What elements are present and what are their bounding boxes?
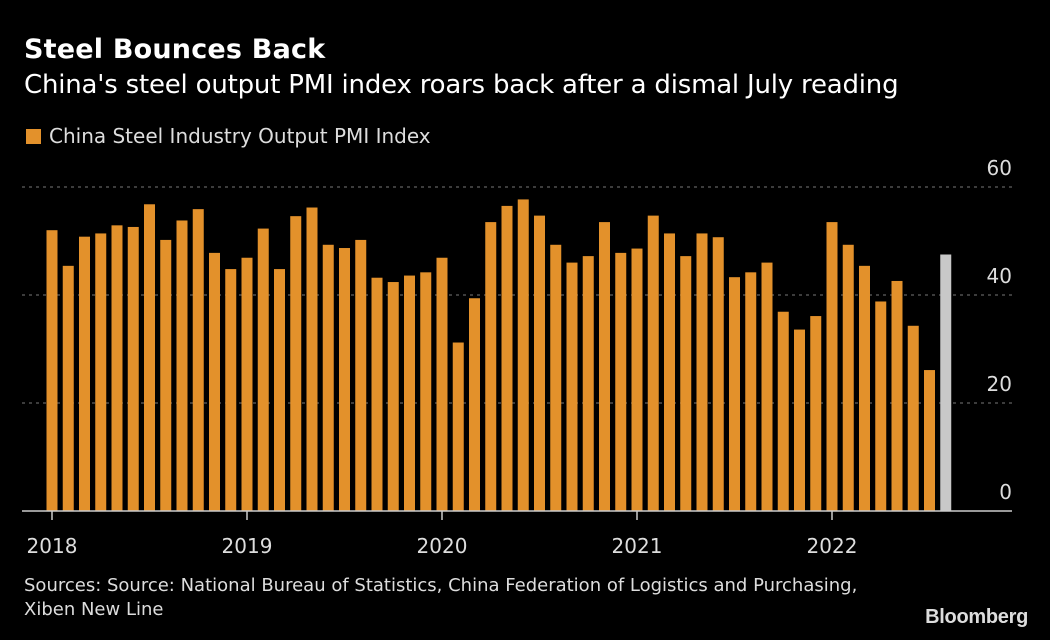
y-tick-label: 0: [999, 480, 1012, 504]
bar-2018-01: [46, 230, 58, 511]
bar-2022-07: [924, 370, 935, 511]
bar-2019-03: [274, 269, 285, 511]
bar-2022-08: [940, 254, 952, 511]
bar-2018-09: [176, 220, 188, 512]
bar-2022-01: [826, 222, 838, 511]
bloomberg-logo: Bloomberg: [925, 606, 1028, 628]
bar-2019-11: [404, 275, 415, 511]
bar-2020-01: [436, 257, 448, 511]
bar-2021-02: [647, 215, 659, 511]
bar-2021-08: [745, 272, 757, 511]
chart-title: Steel Bounces Back: [24, 34, 326, 65]
bar-2019-06: [322, 244, 334, 511]
bar-2022-04: [875, 301, 887, 511]
bar-2022-05: [891, 280, 903, 511]
bar-2020-11: [599, 222, 610, 511]
bar-2022-02: [842, 244, 854, 511]
bar-2020-02: [452, 342, 464, 511]
bar-2020-09: [566, 262, 578, 511]
bar-2018-10: [192, 209, 204, 511]
bar-2020-07: [534, 215, 545, 511]
x-tick-label: 2020: [417, 534, 468, 558]
bar-2018-06: [127, 226, 139, 511]
bar-2018-07: [144, 204, 155, 511]
bar-2021-05: [696, 233, 708, 511]
x-axis: 2018 2019 2020 2021 2022: [22, 510, 1012, 558]
bar-2018-05: [111, 225, 123, 511]
bar-2019-02: [257, 228, 269, 511]
bar-2021-10: [777, 311, 789, 511]
x-tick-label: 2021: [612, 534, 663, 558]
bar-2019-04: [290, 216, 302, 511]
x-tick-label: 2018: [27, 534, 78, 558]
source-note: Sources: Source: National Bureau of Stat…: [24, 575, 858, 620]
bar-2018-04: [95, 233, 107, 511]
bar-2019-01: [241, 257, 253, 511]
bar-2019-08: [355, 239, 367, 512]
legend-swatch: [26, 128, 41, 144]
bar-2019-09: [371, 277, 383, 511]
bar-2021-12: [810, 316, 822, 511]
bar-2018-08: [160, 239, 172, 512]
bar-2021-03: [664, 233, 675, 511]
bar-2019-12: [420, 272, 432, 511]
bar-2020-05: [501, 205, 513, 511]
bar-2020-03: [469, 298, 480, 511]
bar-2020-12: [615, 252, 627, 511]
bar-2018-03: [79, 236, 90, 511]
bar-2022-03: [859, 265, 870, 511]
bar-2021-09: [761, 262, 773, 511]
bar-2020-08: [550, 244, 562, 511]
y-tick-label: 40: [987, 264, 1012, 288]
bar-2018-02: [62, 265, 74, 511]
bar-2020-06: [517, 199, 529, 512]
bar-2019-07: [339, 248, 350, 511]
bar-2022-06: [907, 325, 919, 511]
bar-2021-06: [712, 237, 724, 511]
bar-2019-05: [306, 207, 318, 511]
bar-2021-11: [794, 329, 805, 511]
x-tick-label: 2019: [222, 534, 273, 558]
bar-2018-12: [225, 269, 237, 511]
bar-2020-10: [582, 256, 594, 511]
bar-2020-04: [485, 222, 497, 511]
chart-subtitle: China's steel output PMI index roars bac…: [24, 70, 899, 100]
bar-2018-11: [209, 252, 220, 511]
y-axis-labels: 0 20 40 60: [987, 156, 1012, 504]
bar-2021-01: [631, 248, 643, 511]
legend-label: China Steel Industry Output PMI Index: [49, 124, 431, 148]
x-tick-label: 2022: [807, 534, 858, 558]
bar-chart: 0 20 40 60 2018 2019 2020 2021 2022: [22, 156, 1012, 558]
bars: [46, 199, 952, 512]
y-tick-label: 20: [987, 372, 1012, 396]
bar-2021-04: [680, 256, 692, 511]
bar-2021-07: [729, 277, 740, 511]
bar-2019-10: [387, 282, 399, 511]
legend: China Steel Industry Output PMI Index: [26, 124, 431, 148]
y-tick-label: 60: [987, 156, 1012, 180]
